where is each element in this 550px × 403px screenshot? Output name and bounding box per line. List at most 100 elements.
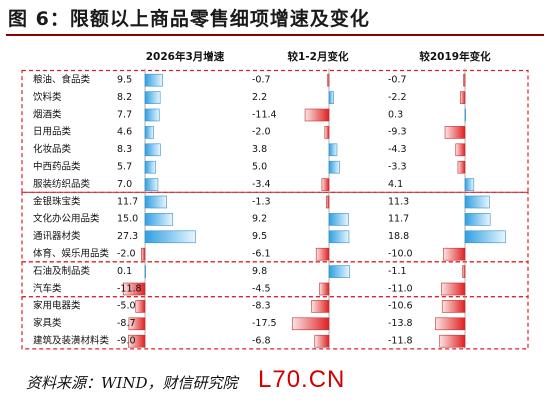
value-label: -11.8 (388, 336, 413, 347)
category-label: 汽车类 (33, 282, 62, 294)
source-note: 资料来源：WIND，财信研究院 (26, 374, 238, 392)
value-label: -11.0 (388, 283, 413, 294)
bar (328, 160, 340, 174)
value-label: -4.5 (252, 283, 271, 294)
value-label: 0.3 (388, 109, 403, 120)
value-label: -3.4 (252, 179, 271, 190)
category-label: 家用电器类 (33, 300, 81, 312)
bar (464, 195, 490, 209)
bar (144, 178, 159, 191)
value-label: 8.3 (117, 144, 132, 155)
bar (325, 195, 330, 209)
value-label: 15.0 (117, 214, 138, 225)
value-label: -5.0 (117, 301, 136, 312)
value-label: 7.0 (117, 179, 132, 190)
panel-title-3: 较2019年变化 (419, 50, 491, 63)
value-label: -6.1 (252, 249, 271, 260)
panel-1: 9.5 8.2 7.7 4.6 8.3 5.7 7.0 11.7 15.0 27.3 -2.0 0.1… (117, 68, 196, 349)
retail-chart: 2026年3月增速 较1-2月变化 较2019年变化 粮油、食品类饮料类烟酒类日用品… (21, 50, 529, 350)
bar (135, 300, 146, 313)
value-label: -13.8 (388, 318, 413, 329)
value-label: 11.7 (117, 196, 138, 207)
bar (444, 126, 466, 139)
bar (144, 126, 154, 139)
bar (304, 108, 330, 122)
bar (144, 230, 196, 244)
panel-2: -0.7 2.2 -11.4 -2.0 3.8 5.0 -3.4 -1.3 9.2 9.5 -6.1… (252, 68, 350, 349)
bar (144, 108, 160, 122)
category-label: 建筑及装潢材料类 (33, 335, 110, 347)
bar (128, 317, 146, 331)
bar (328, 213, 349, 226)
bar (464, 178, 475, 191)
category-label: 服装纺织品类 (33, 178, 91, 190)
bar (319, 282, 330, 296)
bar (464, 230, 506, 244)
category-label: 体育、娱乐用品类 (33, 248, 110, 260)
bar (144, 160, 156, 174)
value-label: -1.3 (252, 196, 271, 207)
value-label: 9.8 (252, 266, 267, 277)
bar (327, 73, 330, 87)
value-label: 4.6 (117, 127, 132, 138)
bar (435, 317, 466, 331)
value-label: -6.8 (252, 336, 271, 347)
value-label: 18.8 (388, 231, 409, 242)
panel-title-2: 较1-2月变化 (288, 50, 349, 63)
bar (459, 91, 466, 104)
value-label: 11.7 (388, 214, 409, 225)
watermark: L70.CN (258, 366, 346, 393)
value-label: -0.7 (252, 75, 271, 86)
title-rule (6, 34, 544, 36)
category-label: 饮料类 (33, 91, 62, 103)
bar (122, 282, 146, 296)
bar (144, 73, 163, 87)
value-label: 2.2 (252, 92, 267, 103)
value-label: -9.3 (388, 127, 407, 138)
bar (315, 247, 330, 261)
value-label: 4.1 (388, 179, 403, 190)
value-label: 27.3 (117, 231, 138, 242)
value-label: -0.7 (388, 75, 407, 86)
value-label: -11.8 (117, 283, 142, 294)
figure-title: 图 6：限额以上商品零售细项增速及变化 (8, 8, 370, 30)
bar (464, 213, 491, 226)
value-label: 8.2 (117, 92, 132, 103)
value-label: -3.3 (388, 162, 407, 173)
group-box-1 (21, 69, 529, 193)
value-label: 3.8 (252, 144, 267, 155)
bar (311, 300, 330, 313)
bar (463, 73, 466, 87)
value-label: 11.3 (388, 196, 409, 207)
bar (439, 334, 466, 348)
bar (441, 300, 466, 313)
value-label: 0.1 (117, 266, 132, 277)
panel-3: -0.7 -2.2 0.3 -9.3 -4.3 -3.3 4.1 11.3 11.7 18.8 -1… (388, 68, 506, 349)
bar (314, 334, 330, 348)
category-label: 化妆品类 (33, 143, 72, 155)
value-label: 7.7 (117, 109, 132, 120)
value-label: -2.0 (252, 127, 271, 138)
bar (455, 143, 466, 157)
bar (457, 160, 466, 174)
value-label: -11.4 (252, 109, 277, 120)
category-label: 烟酒类 (33, 108, 62, 120)
value-label: -17.5 (252, 318, 277, 329)
category-label: 粮油、食品类 (33, 74, 91, 86)
figure-title-bar: 图 6：限额以上商品零售细项增速及变化 (0, 0, 550, 36)
group-box-4 (21, 296, 529, 350)
value-label: -1.1 (388, 266, 407, 277)
value-label: -10.6 (388, 301, 413, 312)
value-label: -4.3 (388, 144, 407, 155)
category-label: 金银珠宝类 (33, 195, 81, 207)
category-label: 文化办公用品类 (33, 213, 100, 225)
category-label: 中西药品类 (33, 161, 81, 173)
value-label: 9.2 (252, 214, 267, 225)
value-label: 5.7 (117, 162, 132, 173)
bar (128, 334, 146, 348)
category-label: 日用品类 (33, 126, 72, 138)
bar (464, 108, 466, 122)
value-label: -8.7 (117, 318, 136, 329)
bar (144, 213, 174, 226)
bar (328, 91, 334, 104)
